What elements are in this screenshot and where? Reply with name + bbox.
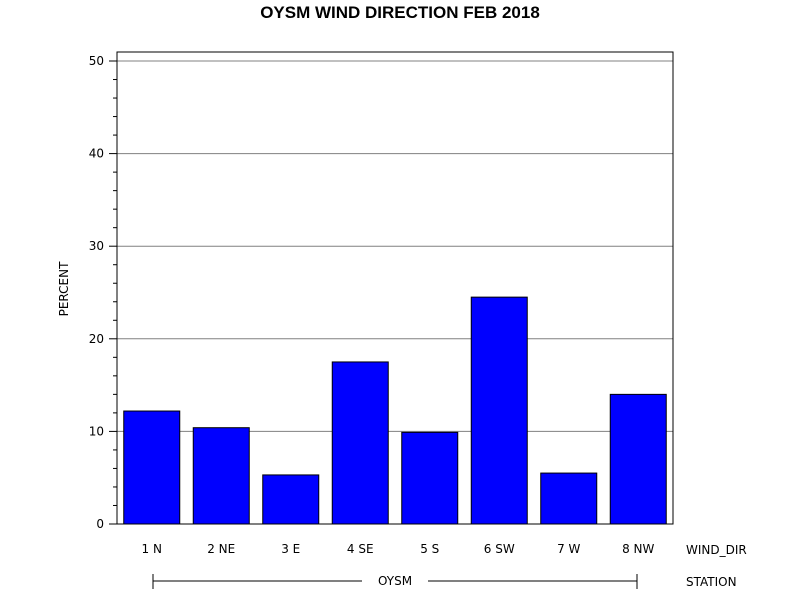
y-axis-label: PERCENT xyxy=(57,261,71,316)
y-tick-label: 40 xyxy=(89,147,104,161)
y-tick-label: 0 xyxy=(96,517,104,531)
x-tick-label: 3 E xyxy=(281,542,300,556)
x-tick-label: 6 SW xyxy=(484,542,515,556)
x-tick-label: 1 N xyxy=(142,542,162,556)
bar xyxy=(470,296,528,525)
bar xyxy=(401,431,459,525)
x-tick-label: 7 W xyxy=(557,542,580,556)
bar xyxy=(540,472,598,525)
x-axis: 1 N 2 NE 3 E 4 SE 5 S 6 SW 7 W 8 NW xyxy=(142,542,655,556)
gridlines xyxy=(117,60,673,432)
bar xyxy=(123,410,181,525)
chart-title: OYSM WIND DIRECTION FEB 2018 xyxy=(260,3,540,22)
x-tick-label: 5 S xyxy=(420,542,439,556)
y-tick-label: 10 xyxy=(89,424,104,438)
station-value: OYSM xyxy=(378,574,412,588)
x-tick-label: 2 NE xyxy=(207,542,235,556)
x-axis-label: WIND_DIR xyxy=(686,543,747,557)
station-group-axis: OYSM xyxy=(152,574,638,589)
bar xyxy=(192,427,250,525)
bar xyxy=(331,361,389,525)
bar xyxy=(262,474,320,525)
y-tick-label: 30 xyxy=(89,239,104,253)
plot-frame xyxy=(116,51,674,525)
y-tick-label: 50 xyxy=(89,54,104,68)
y-tick-label: 20 xyxy=(89,332,104,346)
station-label: STATION xyxy=(686,575,737,589)
bars xyxy=(123,296,667,525)
bar xyxy=(609,393,667,525)
x-tick-label: 8 NW xyxy=(622,542,654,556)
y-axis: 0 10 20 30 40 50 xyxy=(89,54,117,531)
x-tick-label: 4 SE xyxy=(347,542,374,556)
